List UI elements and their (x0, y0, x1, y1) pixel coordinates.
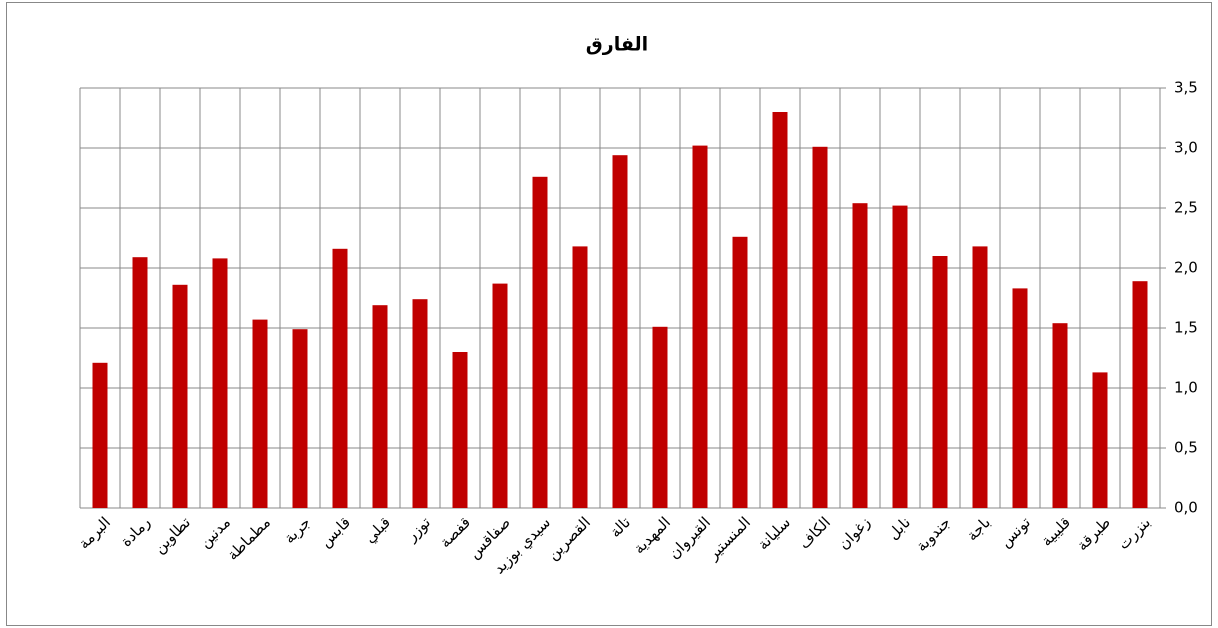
bar (452, 352, 468, 508)
bar (732, 236, 748, 509)
y-tick-label: 0,5 (1174, 439, 1198, 457)
bar (252, 319, 268, 508)
y-tick-label: 1,0 (1174, 379, 1198, 397)
y-tick-label: 2,5 (1174, 199, 1198, 217)
bar (572, 246, 588, 508)
bar (1092, 372, 1108, 508)
bar (292, 329, 308, 508)
bar (532, 176, 548, 509)
y-tick-label: 1,5 (1174, 319, 1198, 337)
bar (772, 112, 788, 508)
y-tick-label: 3,0 (1174, 139, 1198, 157)
bar (692, 145, 708, 508)
bar (812, 146, 828, 509)
bar (372, 305, 388, 508)
bar (852, 203, 868, 508)
bar (412, 299, 428, 508)
y-tick-label: 3,5 (1174, 79, 1198, 97)
bar (332, 248, 348, 509)
bar (932, 256, 948, 508)
y-tick-label: 0,0 (1174, 499, 1198, 517)
y-tick-label: 2,0 (1174, 259, 1198, 277)
bar (612, 155, 628, 508)
bar (92, 362, 108, 508)
bar (492, 283, 508, 508)
chart-frame (6, 2, 1212, 626)
chart-title: الفارق (586, 34, 648, 56)
bar (652, 326, 668, 508)
bar (172, 284, 188, 508)
bar (1132, 281, 1148, 508)
bar (972, 246, 988, 508)
bar (1012, 288, 1028, 508)
bar (892, 205, 908, 508)
bar (132, 257, 148, 508)
bar (212, 258, 228, 508)
bar (1052, 323, 1068, 508)
